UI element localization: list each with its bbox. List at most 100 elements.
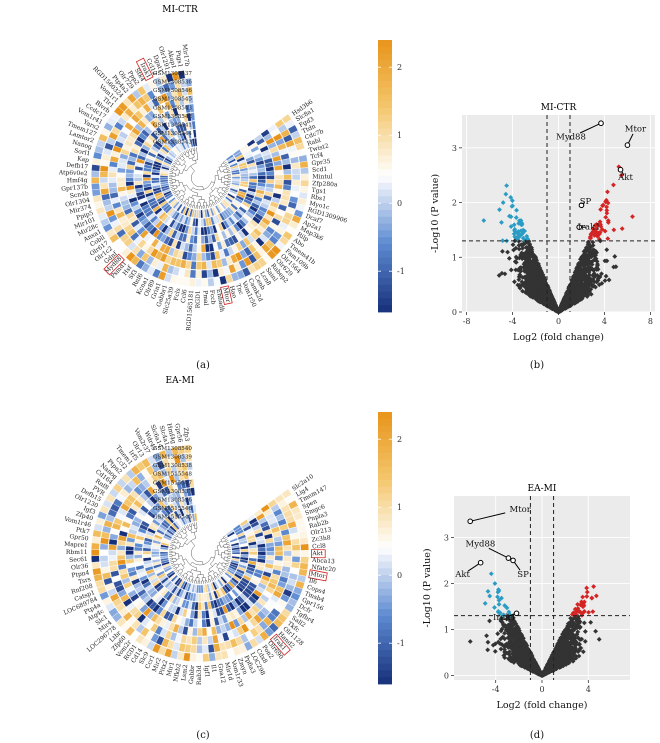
gene-label: Scd1 [312, 166, 328, 174]
heatmap-cell [291, 179, 301, 187]
heatmap-cell [299, 160, 309, 169]
heatmap-cell [99, 171, 109, 178]
heatmap-cell [201, 269, 208, 279]
color-scale-label: 2 [397, 63, 402, 72]
y-tick-label: 2 [452, 199, 457, 208]
heatmap-cell [265, 546, 275, 552]
color-scale-segment [378, 670, 392, 678]
heatmap-cell [116, 172, 126, 178]
gene-label: Gabbr [188, 665, 196, 684]
heatmap-cell [196, 235, 202, 244]
heatmap-a-title: MI-CTR [162, 5, 198, 15]
heatmap-cell [266, 550, 275, 556]
labeled-point [598, 120, 604, 127]
heatmap-cell [274, 169, 284, 176]
color-scale-segment [378, 223, 392, 231]
y-axis-label: -Log10 (P value) [430, 174, 441, 253]
heatmap-cell [99, 543, 109, 551]
color-scale-segment [378, 622, 392, 630]
sample-label: GSM1308540 [153, 446, 192, 452]
heatmap-cell [291, 550, 301, 557]
gene-label: Ccl6 [180, 289, 189, 304]
heatmap-cell [116, 554, 126, 561]
heatmap-cell [201, 261, 207, 270]
color-scale-label: 1 [397, 131, 402, 140]
color-scale-segment [378, 432, 392, 440]
color-scale-segment [378, 636, 392, 644]
color-scale-label: 2 [397, 435, 402, 444]
heatmap-cell [231, 176, 241, 180]
highlight-box [103, 253, 125, 276]
gene-label: Tnc [234, 283, 245, 297]
heatmap-cell [213, 276, 221, 287]
heatmap-cell [266, 174, 275, 180]
color-scale-segment [378, 452, 392, 460]
sample-label: GSM1308546 [153, 88, 192, 94]
heatmap-cell [200, 235, 206, 244]
color-scale-segment [378, 264, 392, 272]
heatmap-cell [195, 269, 202, 279]
color-scale-segment [378, 629, 392, 637]
heatmap-cell [99, 555, 109, 562]
heatmap-cell [91, 542, 100, 550]
gene-label: Ehhadh [215, 288, 226, 312]
heatmap-cell [195, 653, 203, 662]
heatmap-cell [151, 177, 160, 181]
color-scale-segment [378, 609, 392, 617]
gene-annotation: Akt [617, 173, 633, 183]
gene-annotation: Myd88 [556, 133, 586, 143]
heatmap-cell [257, 171, 266, 176]
color-scale-segment [378, 155, 392, 163]
color-scale-segment [378, 520, 392, 528]
heatmap-cell [108, 171, 117, 178]
gene-label: Twist2 [308, 142, 329, 154]
color-scale-segment [378, 210, 392, 218]
color-scale-segment [378, 473, 392, 481]
heatmap-cell [207, 644, 215, 654]
gene-label: Sec61 [69, 556, 88, 564]
sample-label: GSM1308538 [153, 463, 192, 469]
color-scale-segment [378, 554, 392, 562]
color-scale-segment [378, 108, 392, 116]
color-scale-segment [378, 162, 392, 170]
sample-label: GSM1515548 [153, 472, 192, 478]
heatmap-cell [189, 653, 197, 662]
color-scale-segment [378, 284, 392, 292]
heatmap-cell [200, 244, 206, 253]
heatmap-cell [300, 556, 309, 564]
color-scale-segment [378, 616, 392, 624]
color-scale-segment [378, 230, 392, 238]
heatmap-cell [134, 550, 143, 555]
heatmap-cell [205, 252, 212, 261]
heatmap-cell [240, 548, 249, 553]
heatmap-cell [291, 544, 301, 551]
color-scale-segment [378, 439, 392, 447]
color-scale-segment [378, 176, 392, 184]
heatmap-cell [198, 593, 202, 602]
heatmap-cell [108, 544, 117, 551]
heatmap-cell [206, 627, 213, 636]
sample-label: GSM1308543 [153, 105, 192, 111]
color-scale-label: -1 [397, 639, 405, 648]
highlight-box [220, 285, 233, 306]
gene-label: Mintul [312, 173, 332, 180]
heatmap-cell [196, 644, 203, 654]
color-scale-segment [378, 114, 392, 122]
heatmap-cell [91, 555, 100, 563]
heatmap-cell [125, 172, 134, 178]
heatmap-cell [202, 653, 210, 662]
color-scale-segment [378, 575, 392, 583]
heatmap-cell [196, 627, 203, 637]
color-scale-segment [378, 418, 392, 426]
heatmap-cell [108, 182, 118, 189]
color-scale-segment [378, 548, 392, 556]
heatmap-cell [283, 174, 292, 181]
gene-label: Tgs1 [311, 187, 326, 196]
color-scale-segment [378, 534, 392, 542]
heatmap-cell [274, 179, 284, 185]
heatmap-cell [283, 545, 292, 552]
color-scale-segment [378, 466, 392, 474]
heatmap-cell [283, 168, 292, 176]
heatmap-cell [206, 635, 214, 645]
